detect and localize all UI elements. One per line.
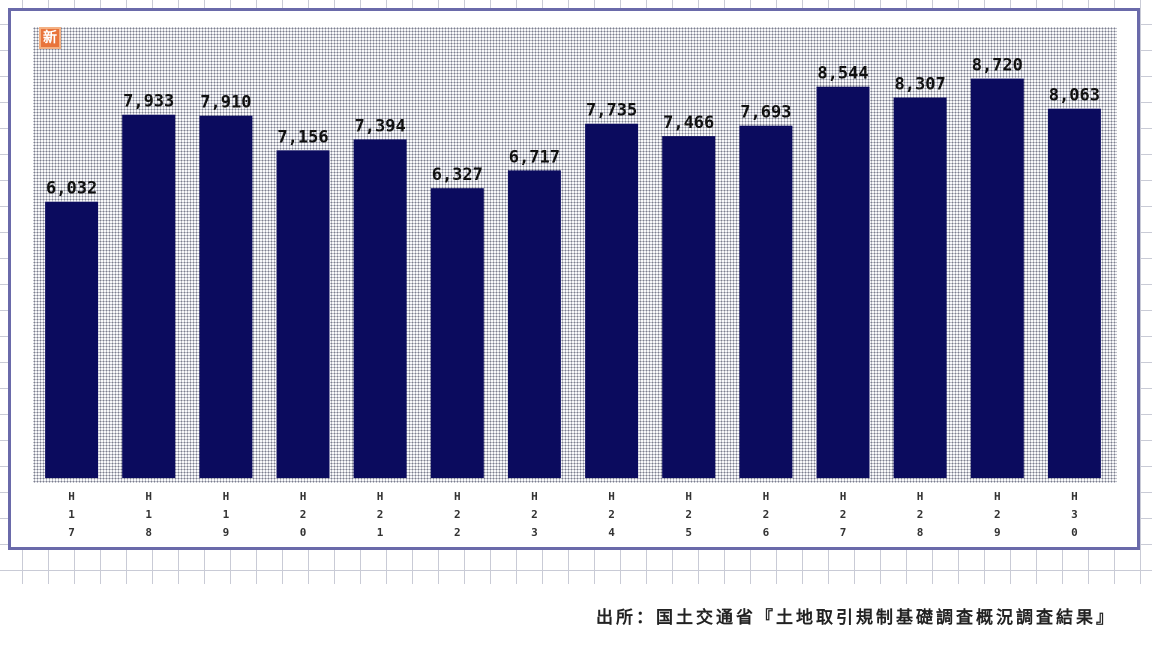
data-label-H19: 7,910 bbox=[200, 93, 251, 113]
bar-H28 bbox=[893, 97, 947, 478]
bar-H26 bbox=[739, 125, 793, 478]
data-label-H23: 6,717 bbox=[509, 147, 560, 167]
data-label-H30: 8,063 bbox=[1049, 86, 1100, 106]
bar-H29 bbox=[970, 78, 1024, 478]
data-label-H20: 7,156 bbox=[277, 127, 328, 147]
data-label-H21: 7,394 bbox=[355, 116, 406, 136]
source-note: 出所：国土交通省『土地取引規制基礎調査概況調査結果』 bbox=[596, 608, 1116, 628]
bar-H24 bbox=[585, 123, 639, 478]
data-label-H27: 8,544 bbox=[817, 64, 868, 84]
source-row bbox=[0, 584, 1152, 648]
data-label-H28: 8,307 bbox=[895, 75, 946, 95]
bar-H27 bbox=[816, 86, 870, 478]
bar-H17 bbox=[45, 201, 99, 478]
bar-H25 bbox=[662, 136, 716, 478]
data-label-H17: 6,032 bbox=[46, 179, 97, 199]
data-label-H22: 6,327 bbox=[432, 165, 483, 185]
new-badge: 新 bbox=[39, 27, 61, 49]
bar-H22 bbox=[430, 188, 484, 478]
bar-H21 bbox=[353, 139, 407, 478]
bar-H19 bbox=[199, 115, 253, 478]
data-label-H26: 7,693 bbox=[740, 103, 791, 123]
bar-H20 bbox=[276, 150, 330, 479]
data-label-H25: 7,466 bbox=[663, 113, 714, 133]
bar-H23 bbox=[507, 170, 561, 478]
bar-H30 bbox=[1047, 108, 1101, 478]
data-label-H24: 7,735 bbox=[586, 101, 637, 121]
bar-H18 bbox=[122, 114, 176, 478]
data-label-H29: 8,720 bbox=[972, 56, 1023, 76]
data-label-H18: 7,933 bbox=[123, 92, 174, 112]
